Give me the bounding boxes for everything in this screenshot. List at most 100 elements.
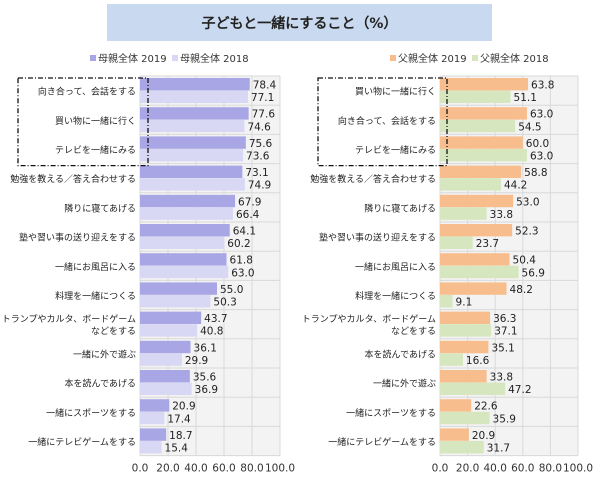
data-label: 64.1 [233,226,256,238]
category-label: 買い物に一緒に行く [355,86,436,98]
category-label: 勉強を教える／答え合わせする [10,173,136,185]
category-label: 一緒にテレビゲームをする [28,436,136,448]
data-label: 36.9 [195,384,218,396]
bar [140,165,243,178]
category-label: 一緒にスポーツをする [346,407,436,419]
data-label: 50.3 [213,297,236,309]
data-label: 17.4 [167,413,191,425]
category-label: などをする [91,326,136,337]
bar [140,119,245,133]
data-label: 60.0 [526,138,549,150]
x-tick-label: 80.0 [539,463,562,475]
category-label: 一緒にスポーツをする [46,407,136,419]
category-label: 向き合って、会話をする [38,86,136,98]
category-label: 買い物に一緒に行く [55,115,136,127]
data-label: 58.8 [524,167,547,179]
data-label: 35.6 [193,372,217,384]
category-label: などをする [391,326,436,337]
bar [140,370,190,383]
data-label: 73.6 [246,151,270,163]
data-label: 67.9 [238,196,261,208]
x-tick-label: 100.0 [563,463,593,475]
chart-title: 子どもと一緒にすること（%） [107,4,492,41]
highlight-box [317,77,448,167]
category-label: テレビを一緒にみる [55,144,136,156]
bar [440,428,469,441]
data-label: 23.7 [476,238,499,250]
bar [140,107,249,120]
data-label: 37.1 [494,326,517,338]
bar [140,224,230,237]
data-label: 74.9 [248,180,271,192]
category-label: 一緒に外で遊ぶ [73,348,136,360]
legend-swatch [172,55,178,61]
bar [440,411,490,425]
category-label: 一緒にお風呂に入る [355,261,436,273]
data-label: 66.4 [236,209,260,221]
bar [140,428,167,441]
legend-label: 父親全体 2018 [480,52,549,65]
bar [140,324,198,337]
bar [140,340,191,354]
bar [440,90,511,103]
legend-label: 母親全体 2019 [98,52,167,65]
bar [440,207,487,220]
bar [140,282,217,295]
x-tick-label: 40.0 [184,463,207,475]
data-label: 53.0 [516,196,539,208]
bar [140,295,211,308]
bar [440,107,527,120]
category-label: 隣りに寝てあげる [364,202,436,214]
bar [440,253,510,266]
data-label: 75.6 [249,138,273,150]
data-label: 43.7 [204,313,227,325]
x-tick-label: 0.0 [132,463,149,475]
data-label: 35.9 [493,413,516,425]
category-label: 料理を一緒につくる [55,290,136,302]
category-label: 料理を一緒につくる [355,290,436,302]
data-label: 44.2 [504,180,527,192]
bar [140,399,170,412]
bar [140,78,250,91]
legend-label: 父親全体 2019 [398,52,467,65]
bar [440,295,453,308]
x-tick-label: 40.0 [484,463,507,475]
data-label: 74.6 [247,121,271,133]
bar [140,149,244,162]
bar [140,382,192,395]
data-label: 18.7 [169,430,192,442]
bar [440,178,501,191]
data-label: 56.9 [522,267,545,279]
data-label: 73.1 [245,167,268,179]
category-label: 本を読んであげる [65,378,136,390]
data-label: 63.8 [531,80,554,92]
bar [440,236,473,249]
category-label: テレビを一緒にみる [355,144,436,156]
category-label: 一緒にお風呂に入る [55,261,136,273]
data-label: 78.4 [253,80,277,92]
bar [140,265,229,279]
bar [440,224,513,237]
bar [440,399,472,412]
data-label: 40.8 [200,326,223,338]
data-label: 33.8 [490,209,513,221]
data-label: 63.0 [530,109,553,121]
bar [440,311,491,324]
data-label: 63.0 [231,267,254,279]
bar [140,178,245,191]
x-tick-label: 20.0 [156,463,179,475]
highlight-box [17,77,149,167]
data-label: 33.8 [490,372,513,384]
bar [440,324,492,337]
bar [140,353,182,366]
data-label: 20.9 [172,401,195,413]
bar [140,136,246,149]
data-label: 63.0 [530,151,553,163]
data-label: 35.1 [491,342,514,354]
category-label: 塾や習い事の送り迎えをする [19,232,136,244]
legend-swatch [390,55,396,61]
data-label: 55.0 [220,284,243,296]
data-label: 54.5 [518,121,541,133]
category-label: 一緒にテレビゲームをする [328,436,436,448]
